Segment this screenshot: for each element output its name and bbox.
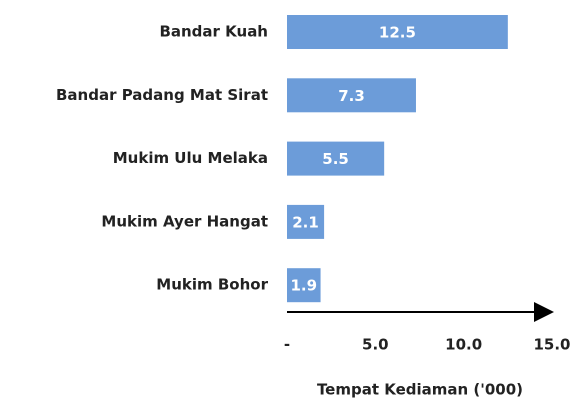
bar-value-label: 7.3	[338, 87, 365, 105]
bar-value-label: 5.5	[322, 150, 349, 168]
x-tick-label: -	[284, 336, 290, 354]
y-tick-label: Mukim Ulu Melaka	[113, 149, 268, 167]
bar	[287, 15, 508, 49]
bar-value-label: 2.1	[292, 213, 319, 231]
x-tick-label: 5.0	[362, 336, 389, 354]
x-axis-title: Tempat Kediaman ('000)	[317, 381, 523, 399]
x-tick-label: 15.0	[533, 336, 570, 354]
y-tick-label: Bandar Kuah	[159, 23, 268, 41]
bar-value-label: 1.9	[290, 277, 317, 295]
bar	[287, 268, 321, 303]
bar-value-label: 12.5	[379, 24, 416, 42]
y-tick-label: Mukim Ayer Hangat	[101, 212, 268, 230]
y-tick-label: Mukim Bohor	[156, 276, 268, 294]
bar	[287, 204, 325, 239]
x-tick-label: 10.0	[445, 336, 482, 354]
y-tick-label: Bandar Padang Mat Sirat	[56, 86, 268, 104]
bar	[287, 141, 385, 176]
bar	[287, 78, 416, 113]
